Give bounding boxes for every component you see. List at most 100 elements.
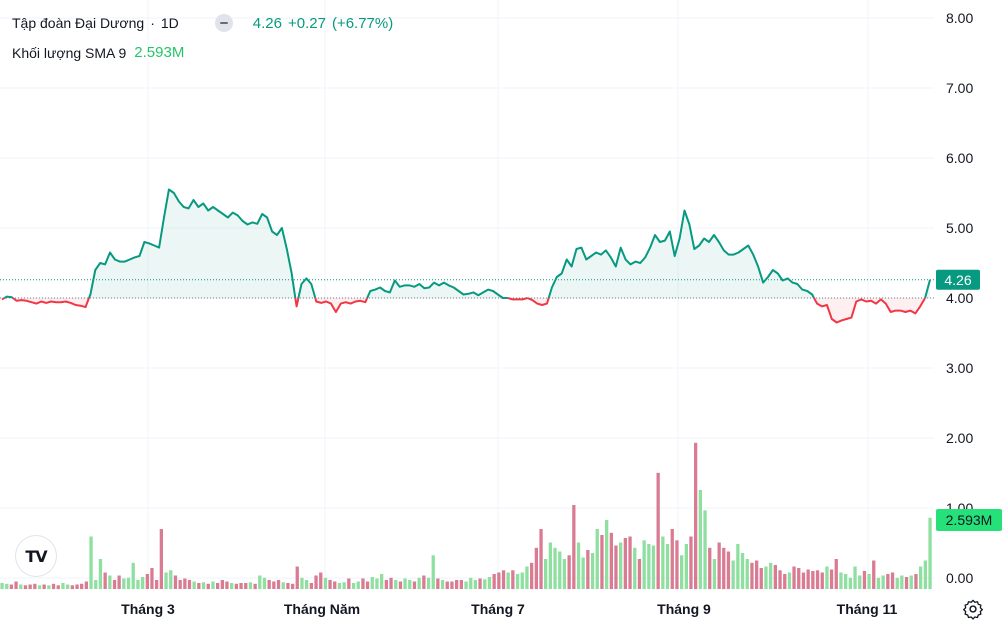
volume-bar: [900, 575, 904, 589]
volume-bar: [408, 580, 412, 589]
volume-bar: [295, 566, 299, 589]
price-line-up: [924, 279, 931, 299]
volume-bar: [923, 560, 927, 589]
volume-bar: [867, 574, 871, 589]
volume-bar: [825, 566, 829, 589]
volume-bar: [342, 582, 346, 590]
volume-bar: [839, 572, 843, 589]
volume-bar: [515, 574, 520, 589]
volume-bar: [220, 580, 224, 589]
volume-bar: [455, 580, 459, 589]
volume-bar: [834, 559, 838, 589]
volume-bar: [225, 581, 229, 589]
volume-bar: [670, 529, 674, 589]
volume-bar: [365, 581, 370, 589]
volume-bar: [384, 580, 388, 589]
volume-bar: [895, 577, 899, 590]
volume-bar: [141, 577, 145, 589]
volume-bar: [745, 559, 749, 589]
volume-bar: [291, 583, 295, 590]
y-tick-label: 6.00: [946, 150, 973, 166]
volume-bar: [647, 544, 651, 589]
volume-bar: [637, 559, 642, 589]
volume-bar: [380, 574, 384, 589]
volume-bar: [201, 582, 206, 590]
area-fill-up: [89, 189, 296, 298]
volume-bar: [431, 555, 435, 590]
volume-bar: [787, 572, 792, 589]
volume-bar: [872, 560, 876, 589]
volume-bar: [328, 580, 332, 589]
symbol-name[interactable]: Tập đoàn Đại Dương: [12, 15, 145, 31]
volume-bar: [708, 547, 712, 590]
volume-bar: [506, 572, 510, 589]
interval-label[interactable]: 1D: [160, 15, 179, 31]
price-line-down: [527, 297, 550, 306]
volume-bar: [28, 584, 32, 589]
volume-bar: [131, 562, 135, 590]
price-line-down: [507, 297, 528, 301]
legend-volume: Khối lượng SMA 9 2.593M: [12, 44, 184, 61]
volume-bar: [919, 566, 923, 589]
volume-bar: [609, 532, 613, 590]
volume-bar: [661, 536, 665, 589]
volume-bar: [150, 568, 154, 589]
volume-bar: [844, 574, 848, 589]
volume-bar: [370, 577, 374, 589]
volume-bar: [319, 572, 323, 589]
area-fill-down: [12, 298, 89, 308]
volume-bar: [262, 577, 267, 590]
volume-bar: [112, 580, 117, 589]
volume-bar: [398, 581, 403, 589]
time-axis[interactable]: Tháng 3 Tháng Năm Tháng 7 Tháng 9 Tháng 11: [121, 601, 897, 617]
grid-lines: [0, 0, 934, 592]
volume-bar: [890, 572, 895, 589]
volume-bar: [525, 566, 529, 589]
volume-bar: [801, 572, 806, 589]
price-line-down: [314, 297, 369, 313]
last-price-badge-label: 4.26: [944, 272, 971, 288]
volume-bar: [440, 580, 445, 589]
price-line: [1, 188, 931, 324]
volume-bar: [47, 585, 51, 590]
price-axis[interactable]: 8.007.006.005.004.003.002.001.000.00: [946, 10, 973, 586]
volume-bar: [656, 472, 660, 590]
collapse-pill-icon[interactable]: [214, 14, 233, 32]
tradingview-logo-icon[interactable]: TV: [16, 536, 56, 576]
volume-bar: [558, 551, 562, 589]
price-line-down: [813, 297, 926, 324]
volume-bar: [356, 581, 360, 589]
volume-bar: [544, 559, 548, 589]
volume-bar: [145, 574, 149, 589]
volume-bar: [206, 583, 210, 590]
volume-bar: [276, 580, 281, 589]
volume-bar: [642, 540, 646, 590]
volume-bar: [797, 568, 801, 589]
volume-bar: [42, 584, 46, 589]
volume-bar: [553, 547, 557, 590]
volume-bar: [211, 581, 215, 589]
volume-bar: [80, 583, 84, 590]
volume-bar: [820, 572, 824, 589]
volume-bar: [23, 585, 28, 590]
volume-bar: [117, 575, 121, 589]
volume-bar: [98, 559, 103, 589]
price-area-fills: [2, 189, 930, 323]
volume-bar: [806, 569, 810, 589]
volume-indicator-label[interactable]: Khối lượng SMA 9: [12, 44, 127, 61]
volume-bar: [248, 582, 253, 590]
volume-bar: [94, 580, 98, 589]
volume-bar: [759, 568, 763, 589]
volume-bar: [605, 520, 609, 589]
volume-bar: [619, 542, 623, 589]
volume-bar: [764, 566, 768, 589]
gear-icon[interactable]: [962, 598, 984, 620]
volume-bar: [680, 555, 684, 590]
volume-bar: [572, 505, 576, 589]
volume-bar: [5, 583, 9, 590]
volume-bar: [783, 574, 787, 589]
volume-bar: [628, 536, 632, 589]
volume-bar: [464, 581, 468, 589]
price-change-pct: (+6.77%): [331, 14, 394, 32]
